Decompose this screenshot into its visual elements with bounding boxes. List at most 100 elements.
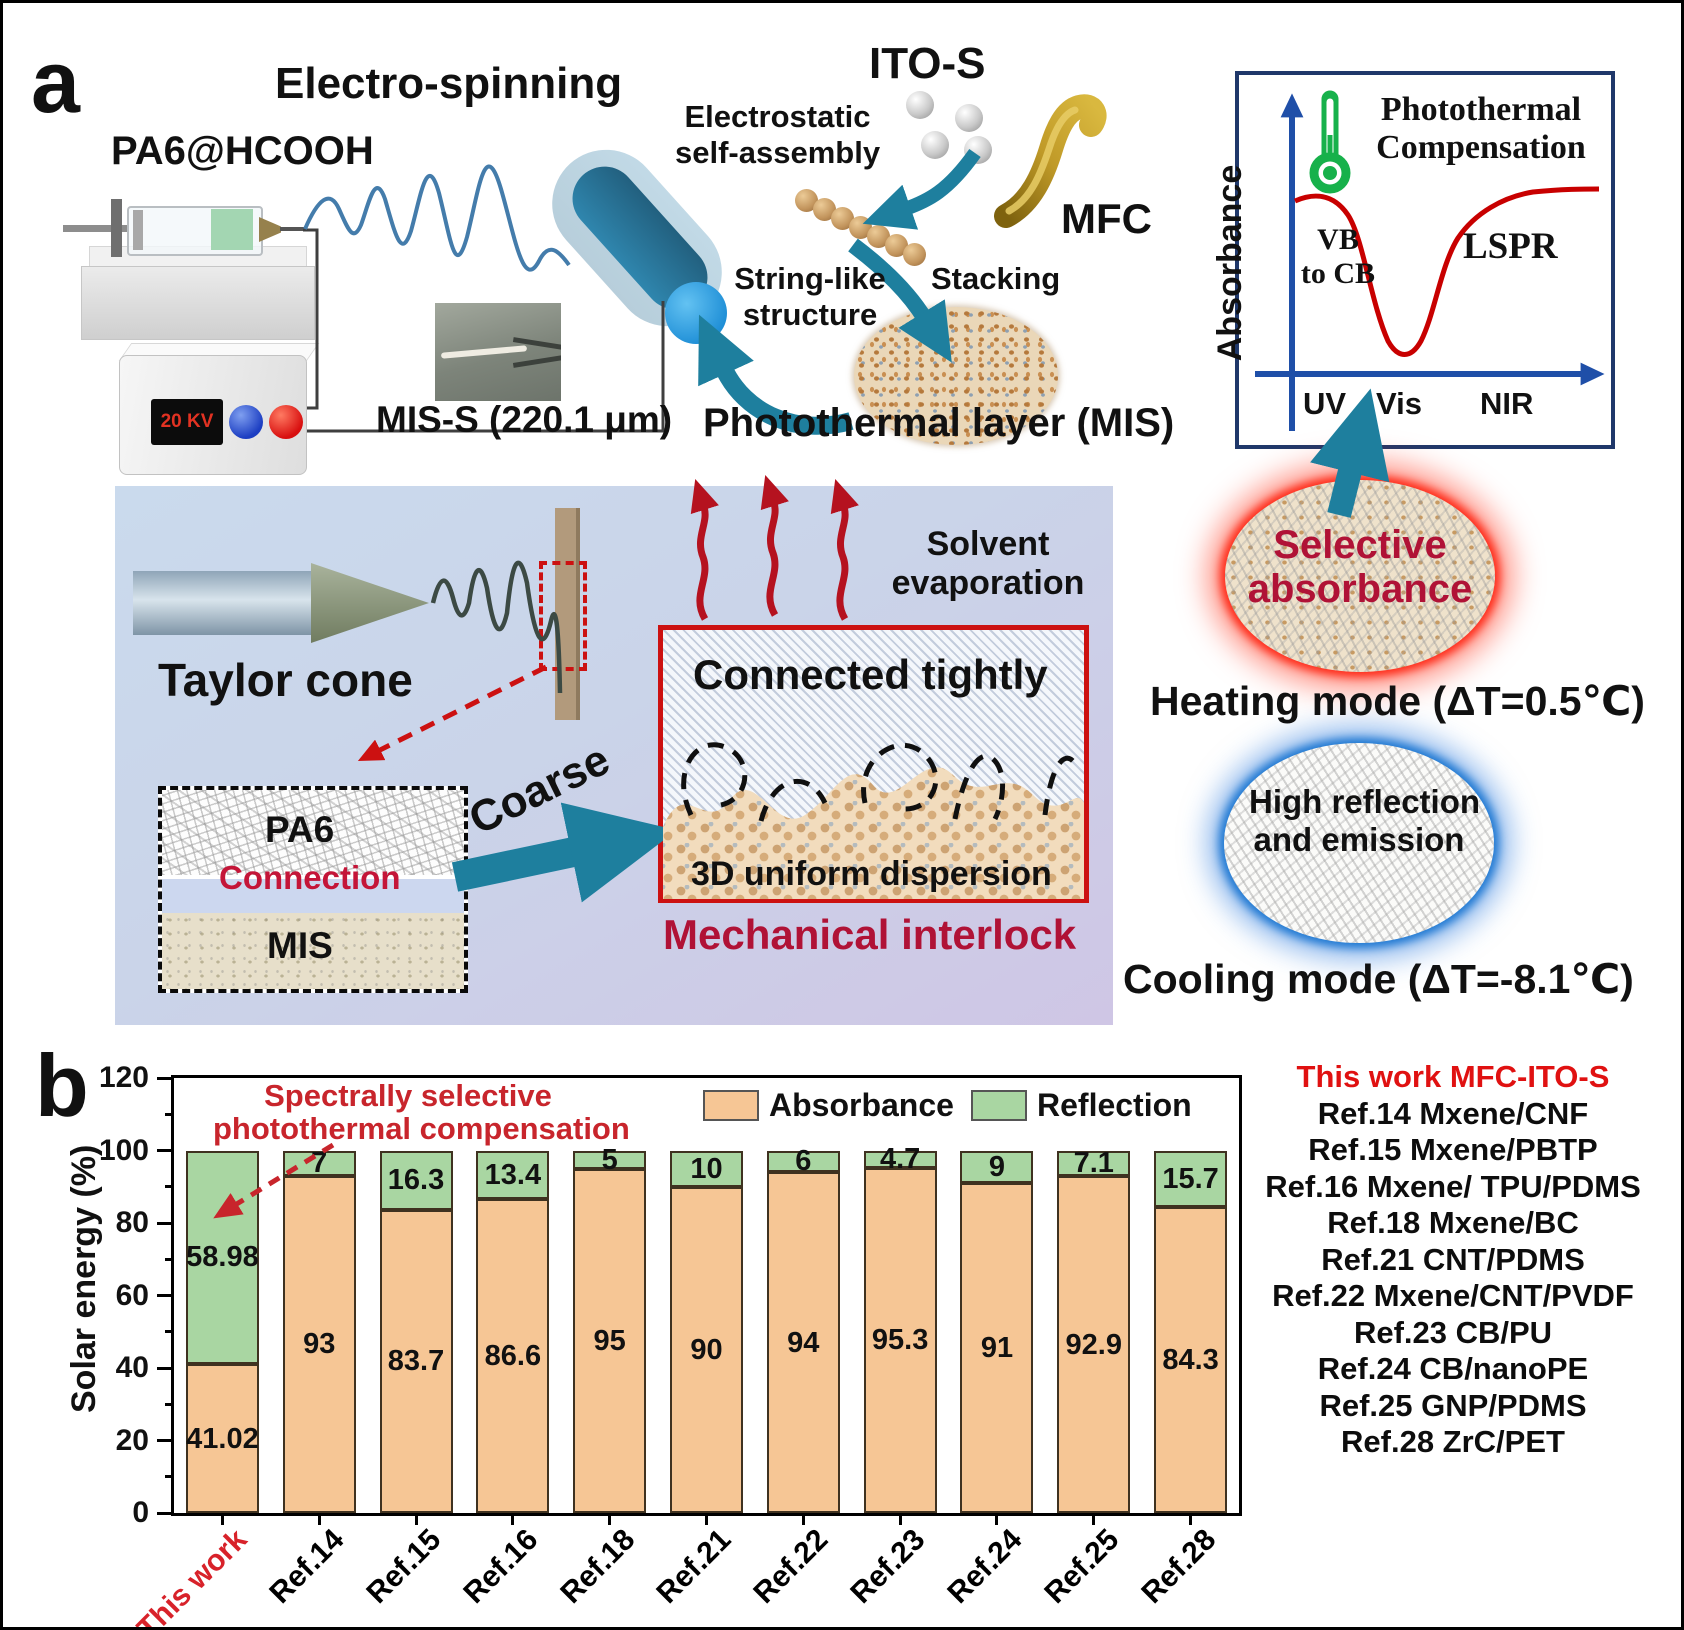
y-tick-label: 20 bbox=[115, 1423, 149, 1457]
connection-layer bbox=[162, 879, 464, 913]
electrostatic-label: Electrostatic self-assembly bbox=[675, 99, 880, 171]
lspr-label: LSPR bbox=[1463, 226, 1558, 267]
voltage-value: 20 KV bbox=[160, 411, 214, 432]
bar-segment-absorbance bbox=[379, 1209, 453, 1513]
nir-tick: NIR bbox=[1480, 386, 1534, 421]
y-tick-label: 80 bbox=[115, 1206, 149, 1239]
selective-absorbance-label: Selective absorbance bbox=[1245, 523, 1475, 611]
string-like-label: String-like structure bbox=[715, 261, 905, 333]
reference-item: Ref.28 ZrC/PET bbox=[1341, 1424, 1565, 1459]
x-category-text: Ref.28 bbox=[1134, 1523, 1222, 1611]
mis-layer bbox=[162, 913, 464, 989]
bar-value-reflection: 7.1 bbox=[1073, 1147, 1114, 1180]
x-tick bbox=[414, 1513, 418, 1525]
y-minor-tick bbox=[165, 1112, 174, 1116]
bar-segment-absorbance bbox=[185, 1364, 259, 1513]
bar-segment-reflection bbox=[1057, 1150, 1131, 1177]
reference-item: Ref.24 CB/nanoPE bbox=[1317, 1351, 1589, 1386]
assembled-bead bbox=[813, 198, 836, 221]
bar-value-absorbance: 91 bbox=[980, 1332, 1014, 1365]
y-tick-label: 40 bbox=[115, 1351, 149, 1384]
bar-segment-absorbance bbox=[960, 1183, 1034, 1513]
electrostatic-line1: Electrostatic bbox=[684, 99, 871, 134]
layer-stack-inset bbox=[158, 786, 468, 993]
reference-item: Ref.25 GNP/PDMS bbox=[1319, 1387, 1587, 1423]
solvent-evaporation-label: Solvent evaporation bbox=[883, 525, 1093, 603]
syringe-needle bbox=[280, 227, 305, 231]
electrospinning-title: Electro-spinning bbox=[275, 59, 623, 108]
y-major-tick bbox=[157, 1221, 174, 1225]
bar-segment-reflection bbox=[573, 1150, 647, 1169]
reference-list: This work MFC-ITO-S Ref.14 Mxene/CNF Ref.1… bbox=[1235, 1059, 1671, 1461]
syringe-plunger-plate bbox=[111, 199, 122, 257]
x-tick bbox=[705, 1513, 708, 1525]
bar-segment-reflection bbox=[670, 1150, 743, 1187]
y-minor-tick bbox=[165, 1475, 174, 1479]
fiber-strand bbox=[440, 345, 528, 359]
x-tick bbox=[220, 1513, 224, 1525]
bar-value-absorbance: 94 bbox=[787, 1326, 820, 1359]
uv-tick: UV bbox=[1303, 386, 1347, 421]
x-tick bbox=[1189, 1513, 1193, 1525]
mechanical-interlock-label: Mechanical interlock bbox=[663, 911, 1077, 958]
bar-segment-reflection bbox=[1154, 1150, 1228, 1208]
electrostatic-line2: self-assembly bbox=[675, 135, 881, 170]
syringe-stopper bbox=[133, 210, 143, 250]
y-major-tick bbox=[157, 1076, 174, 1080]
bar-segment-absorbance bbox=[1057, 1176, 1131, 1513]
bar-value-absorbance: 92.9 bbox=[1065, 1328, 1122, 1361]
x-category-text: Ref.21 bbox=[650, 1523, 738, 1611]
solution-label: PA6@HCOOH bbox=[111, 129, 374, 173]
ito-label: ITO-S bbox=[869, 39, 986, 88]
high-reflection-mat bbox=[1224, 743, 1494, 943]
bar-segment-absorbance bbox=[670, 1186, 743, 1513]
voltage-display: 20 KV bbox=[151, 399, 223, 445]
pa6-layer bbox=[162, 790, 464, 875]
bar-segment-absorbance bbox=[766, 1172, 840, 1513]
y-tick-label: 60 bbox=[115, 1278, 149, 1312]
legend-swatch-reflection bbox=[971, 1090, 1027, 1121]
tweezers-icon bbox=[512, 355, 561, 368]
bar-value-reflection: 58.98 bbox=[186, 1241, 259, 1274]
reference-item: Ref.21 CNT/PDMS bbox=[1321, 1241, 1585, 1277]
spectrum-title-line2: Compensation bbox=[1376, 129, 1586, 166]
annotation-line2: photothermal compensation bbox=[213, 1111, 630, 1146]
reference-item: This work MFC-ITO-S bbox=[1296, 1059, 1610, 1094]
syringe-plunger-rod bbox=[63, 225, 129, 232]
bar-value-reflection: 10 bbox=[690, 1152, 723, 1185]
bar-segment-absorbance bbox=[1154, 1207, 1228, 1513]
pa6-layer-label: PA6 bbox=[265, 809, 335, 850]
pump-platform bbox=[81, 266, 315, 340]
ito-particle bbox=[921, 131, 949, 159]
vis-tick: Vis bbox=[1376, 386, 1422, 421]
arrow-self-assembly bbox=[862, 148, 981, 230]
bar-segment-absorbance bbox=[476, 1199, 550, 1513]
zoom-region-marker bbox=[539, 561, 587, 671]
photothermal-layer-caption: Photothermal layer (MIS) bbox=[703, 401, 1175, 445]
spectrum-title: Photothermal Compensation bbox=[1371, 91, 1591, 167]
x-tick bbox=[1092, 1513, 1096, 1525]
chart-ylabel: Solar energy (%) bbox=[65, 1144, 103, 1413]
bar-segment-reflection bbox=[379, 1150, 453, 1210]
connection-layer-label: Connection bbox=[219, 859, 401, 896]
assembled-bead bbox=[795, 189, 818, 212]
x-tick bbox=[898, 1513, 902, 1525]
bar-value-absorbance: 84.3 bbox=[1162, 1344, 1219, 1377]
bar-value-reflection: 9 bbox=[988, 1150, 1006, 1183]
syringe-nozzle bbox=[259, 217, 281, 242]
selective-line2: absorbance bbox=[1247, 567, 1473, 611]
x-category-text: Ref.24 bbox=[941, 1523, 1029, 1611]
power-button-red bbox=[269, 405, 303, 439]
bar-segment-absorbance bbox=[573, 1168, 647, 1513]
y-major-tick bbox=[157, 1439, 174, 1442]
panel-b-label: b bbox=[35, 1036, 89, 1135]
dispersion-label: 3D uniform dispersion bbox=[691, 855, 1052, 893]
spinning-jet bbox=[303, 164, 571, 272]
solvent-line2: evaporation bbox=[891, 564, 1085, 602]
y-tick-label: 0 bbox=[132, 1496, 149, 1529]
y-major-tick bbox=[157, 1511, 174, 1515]
x-tick bbox=[995, 1513, 999, 1525]
y-major-tick bbox=[157, 1366, 174, 1370]
bar-value-reflection: 15.7 bbox=[1162, 1162, 1219, 1195]
vb-cb-label: VB to CB bbox=[1298, 223, 1378, 291]
